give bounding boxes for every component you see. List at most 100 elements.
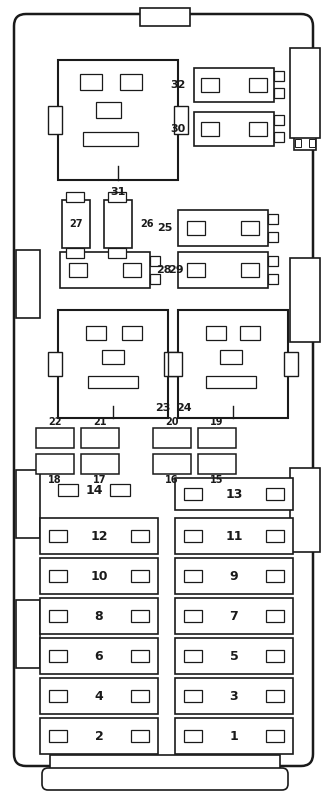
- Bar: [66, 192, 84, 202]
- Bar: [295, 93, 301, 101]
- Text: 26: 26: [140, 219, 154, 229]
- Bar: [86, 326, 106, 340]
- FancyBboxPatch shape: [14, 14, 313, 766]
- Bar: [201, 78, 219, 92]
- Text: 22: 22: [48, 417, 62, 427]
- Bar: [175, 598, 293, 634]
- Bar: [175, 558, 293, 594]
- Bar: [309, 530, 314, 537]
- Bar: [175, 478, 293, 510]
- Bar: [110, 484, 130, 496]
- Bar: [194, 68, 274, 102]
- Bar: [88, 376, 138, 388]
- Bar: [309, 107, 315, 115]
- Bar: [309, 75, 315, 83]
- Text: 7: 7: [230, 609, 239, 622]
- Bar: [131, 570, 149, 582]
- Bar: [16, 250, 40, 318]
- Bar: [40, 718, 158, 754]
- Bar: [241, 221, 259, 235]
- Bar: [58, 60, 178, 180]
- Text: 11: 11: [225, 530, 243, 543]
- Bar: [249, 122, 267, 136]
- Bar: [295, 484, 300, 491]
- Bar: [18, 506, 38, 530]
- Text: 19: 19: [210, 417, 224, 427]
- Bar: [168, 352, 182, 376]
- Bar: [16, 470, 40, 538]
- Text: 12: 12: [90, 530, 108, 543]
- Bar: [174, 106, 188, 134]
- Bar: [81, 454, 119, 474]
- Bar: [120, 74, 142, 90]
- Bar: [274, 89, 284, 98]
- Bar: [49, 730, 67, 742]
- Text: 21: 21: [93, 417, 107, 427]
- Bar: [187, 263, 205, 277]
- Bar: [290, 48, 320, 138]
- Bar: [150, 274, 160, 284]
- Bar: [62, 200, 90, 248]
- Bar: [108, 248, 126, 258]
- Bar: [220, 350, 242, 364]
- Text: 18: 18: [48, 475, 62, 485]
- Bar: [18, 286, 38, 310]
- Bar: [309, 484, 314, 491]
- Bar: [274, 115, 284, 126]
- Bar: [80, 74, 102, 90]
- Text: 24: 24: [176, 403, 191, 413]
- Bar: [294, 122, 316, 150]
- Text: 29: 29: [168, 265, 184, 275]
- Bar: [295, 498, 300, 505]
- Bar: [36, 454, 74, 474]
- Text: 4: 4: [95, 690, 103, 703]
- Bar: [49, 610, 67, 622]
- Bar: [309, 306, 314, 313]
- Bar: [309, 498, 314, 505]
- Bar: [294, 58, 316, 86]
- Text: 15: 15: [210, 475, 224, 485]
- Text: 5: 5: [230, 650, 239, 663]
- Bar: [309, 274, 314, 281]
- Bar: [131, 530, 149, 542]
- Bar: [295, 530, 300, 537]
- Bar: [309, 93, 315, 101]
- Bar: [266, 650, 284, 662]
- Bar: [240, 326, 260, 340]
- Bar: [194, 112, 274, 146]
- Text: 31: 31: [110, 187, 126, 197]
- Bar: [184, 488, 202, 500]
- Bar: [295, 516, 300, 523]
- Bar: [131, 730, 149, 742]
- Bar: [178, 310, 288, 418]
- Bar: [66, 248, 84, 258]
- Bar: [184, 570, 202, 582]
- Bar: [266, 690, 284, 702]
- Bar: [104, 200, 132, 248]
- Bar: [266, 730, 284, 742]
- Bar: [309, 320, 314, 327]
- Bar: [153, 428, 191, 448]
- Bar: [96, 102, 121, 118]
- Bar: [295, 306, 300, 313]
- Bar: [295, 107, 301, 115]
- Bar: [18, 260, 38, 284]
- Text: 3: 3: [230, 690, 238, 703]
- Bar: [206, 326, 226, 340]
- Bar: [36, 428, 74, 448]
- Bar: [18, 636, 38, 660]
- Bar: [184, 690, 202, 702]
- Bar: [290, 468, 320, 552]
- Text: 30: 30: [171, 124, 186, 134]
- Bar: [175, 638, 293, 674]
- Bar: [40, 598, 158, 634]
- Text: 23: 23: [155, 403, 170, 413]
- Bar: [49, 690, 67, 702]
- Bar: [274, 133, 284, 142]
- Bar: [49, 650, 67, 662]
- Bar: [178, 210, 268, 246]
- Bar: [48, 352, 62, 376]
- Bar: [268, 256, 278, 266]
- Bar: [175, 718, 293, 754]
- Text: 1: 1: [230, 729, 239, 742]
